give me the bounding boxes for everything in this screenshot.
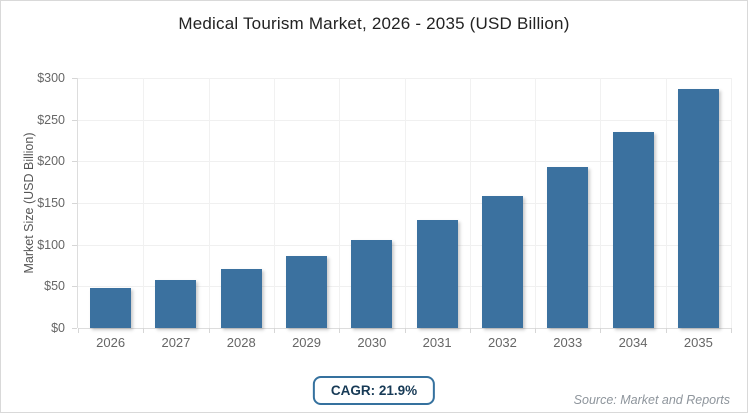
plot-area xyxy=(72,78,732,333)
x-tick-label: 2027 xyxy=(161,335,191,350)
x-tick-label: 2032 xyxy=(487,335,517,350)
bar-2026 xyxy=(90,288,132,328)
y-axis-tick xyxy=(72,244,77,246)
bar-2031 xyxy=(416,219,458,328)
x-axis-tick xyxy=(404,328,406,333)
y-axis-tick xyxy=(72,161,77,163)
x-axis-tick xyxy=(731,328,732,333)
bar-2033 xyxy=(547,167,589,328)
y-axis-line xyxy=(77,78,78,328)
y-tick-label: $300 xyxy=(37,71,65,85)
gridline-vertical xyxy=(600,78,602,328)
x-axis-tick xyxy=(78,328,79,333)
x-tick-label: 2026 xyxy=(96,335,126,350)
gridline-vertical xyxy=(665,78,667,328)
x-axis-tick xyxy=(600,328,602,333)
gridline-vertical xyxy=(731,78,732,328)
gridline-vertical xyxy=(208,78,210,328)
gridline-vertical xyxy=(143,78,145,328)
y-tick-label: $0 xyxy=(51,321,65,335)
y-axis-tick xyxy=(72,203,77,204)
bar-2030 xyxy=(351,239,393,328)
y-axis-tick xyxy=(72,119,77,121)
x-tick-label: 2030 xyxy=(357,335,387,350)
x-axis-tick xyxy=(665,328,667,333)
gridline-vertical xyxy=(469,78,471,328)
x-tick-label: 2034 xyxy=(618,335,648,350)
x-axis-tick xyxy=(339,328,341,333)
y-tick-label: $150 xyxy=(37,196,65,210)
gridline-vertical xyxy=(535,78,537,328)
x-tick-label: 2033 xyxy=(553,335,583,350)
gridline-vertical xyxy=(404,78,406,328)
gridline-vertical xyxy=(273,78,275,328)
x-tick-label: 2029 xyxy=(292,335,321,350)
y-axis-tick xyxy=(72,78,77,79)
bar-2027 xyxy=(155,279,197,328)
bar-2035 xyxy=(677,88,719,328)
cagr-badge: CAGR: 21.9% xyxy=(312,376,436,405)
x-axis-tick xyxy=(273,328,275,333)
y-tick-label: $100 xyxy=(37,237,65,252)
x-tick-label: 2035 xyxy=(683,335,713,350)
chart-title: Medical Tourism Market, 2026 - 2035 (USD… xyxy=(178,14,570,33)
y-tick-label: $250 xyxy=(37,112,65,127)
x-axis-tick xyxy=(469,328,471,333)
gridline-vertical xyxy=(339,78,341,328)
x-tick-label: 2031 xyxy=(422,335,452,350)
source-note: Source: Market and Reports xyxy=(573,393,730,407)
bar-2028 xyxy=(220,268,262,328)
y-tick-label: $50 xyxy=(44,279,65,294)
y-axis-tick xyxy=(72,328,77,329)
x-tick-label: 2028 xyxy=(226,335,256,350)
bar-2032 xyxy=(481,196,523,328)
bar-2034 xyxy=(612,132,654,328)
x-axis-tick xyxy=(535,328,537,333)
y-axis-tick xyxy=(72,286,77,288)
y-tick-label: $200 xyxy=(37,154,65,169)
x-axis-tick xyxy=(208,328,210,333)
x-axis-tick xyxy=(143,328,145,333)
bar-2029 xyxy=(286,255,328,328)
